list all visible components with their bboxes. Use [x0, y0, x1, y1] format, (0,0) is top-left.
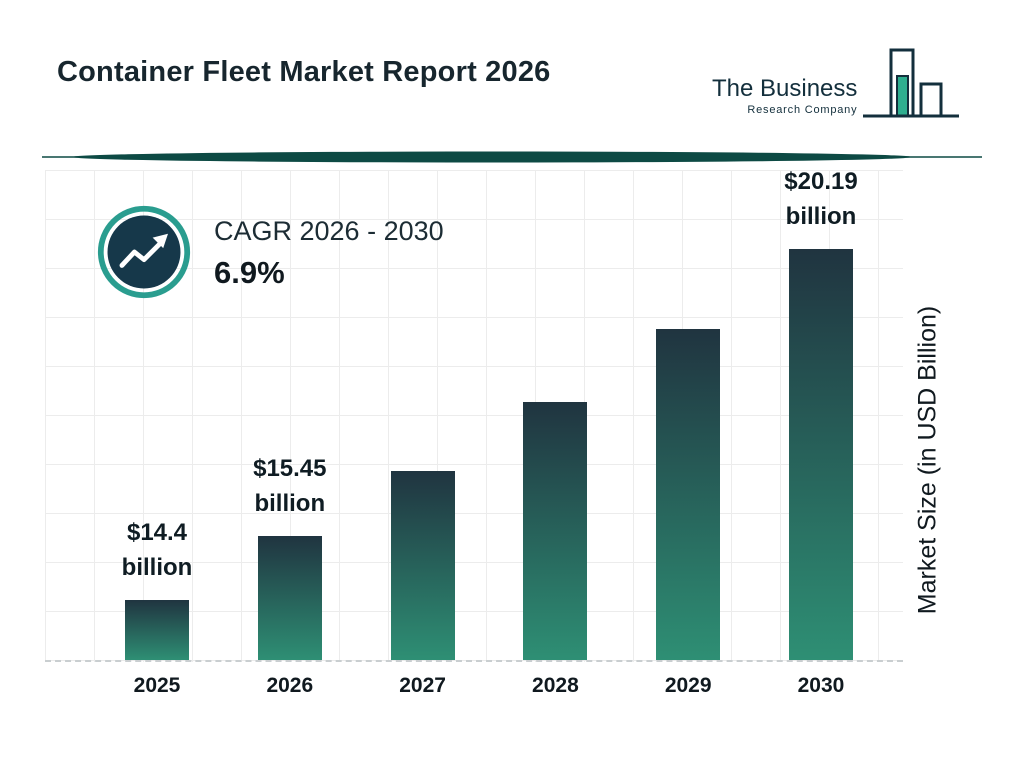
bar-column-2028 [501, 388, 609, 660]
bar-2029 [656, 329, 721, 660]
x-tick-2029: 2029 [664, 674, 712, 697]
x-tick-2026: 2026 [266, 674, 314, 697]
bars-row: $14.4 billion $15.45 billion $20.19 billion [45, 168, 903, 660]
x-tick-2027: 2027 [399, 674, 446, 697]
page-title: Container Fleet Market Report 2026 [57, 56, 551, 88]
bar-2025 [125, 600, 189, 660]
bar-value-label: $15.45 billion [253, 455, 327, 518]
cagr-texts: CAGR 2026 - 2030 6.9% [214, 204, 444, 291]
bar-column-2027 [369, 457, 477, 660]
bar-2026 [257, 536, 322, 660]
cagr-value: 6.9% [214, 255, 285, 290]
bar-2030 [788, 249, 853, 660]
x-tick-2025: 2025 [133, 674, 181, 697]
bar-chart-logo-icon [861, 46, 961, 126]
cagr-badge: CAGR 2026 - 2030 6.9% [96, 204, 444, 300]
logo-text: The Business Research Company [712, 75, 857, 126]
bar-column-2030: $20.19 billion [767, 165, 875, 660]
chart-plot-area: $14.4 billion $15.45 billion $20.19 billion [45, 168, 903, 662]
bar-column-2025: $14.4 billion [103, 516, 211, 660]
cagr-label: CAGR 2026 - 2030 [214, 216, 444, 246]
bar-column-2029 [634, 315, 742, 660]
logo-subname: Research Company [747, 104, 858, 116]
bar-2027 [390, 471, 455, 660]
growth-arrow-icon [96, 204, 192, 300]
company-logo: The Business Research Company [712, 42, 982, 126]
bar-column-2026: $15.45 billion [236, 452, 344, 660]
x-tick-2028: 2028 [532, 674, 579, 697]
logo-name: The Business [712, 75, 858, 102]
year-labels-row: 2025 2026 2027 2028 2029 2030 [45, 674, 903, 698]
y-axis-label: Market Size (in USD Billion) [913, 305, 942, 615]
bar-value-label: $20.19 billion [784, 168, 858, 231]
x-tick-2030: 2030 [797, 674, 845, 697]
bar-2028 [523, 402, 588, 660]
divider-line [42, 151, 982, 163]
bar-value-label: $14.4 billion [121, 519, 193, 582]
